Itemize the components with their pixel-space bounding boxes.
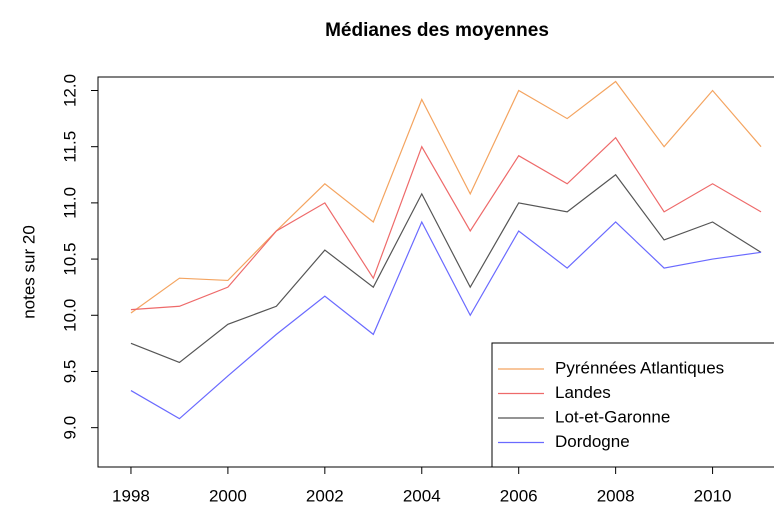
series-line	[130, 80, 762, 314]
x-tick-label: 2006	[500, 486, 538, 505]
plot-box	[97, 76, 774, 468]
x-tick-label: 2008	[597, 486, 635, 505]
y-tick-label: 10.0	[60, 299, 79, 332]
legend-label: Lot-et-Garonne	[555, 407, 670, 426]
y-tick-label: 9.0	[60, 416, 79, 440]
legend-box	[491, 342, 774, 468]
x-tick-label: 2004	[403, 486, 441, 505]
series-line	[130, 173, 762, 364]
y-tick-label: 12.0	[60, 74, 79, 107]
legend-label: Pyrénnées Atlantiques	[555, 358, 724, 377]
x-tick-label: 2010	[694, 486, 732, 505]
y-tick-label: 11.0	[60, 187, 79, 219]
x-tick-label: 1998	[112, 486, 150, 505]
x-tick-label: 2002	[306, 486, 344, 505]
legend-label: Landes	[555, 383, 611, 402]
y-tick-label: 9.5	[60, 360, 79, 384]
chart-title: Médianes des moyennes	[325, 20, 549, 41]
series-line	[130, 136, 762, 311]
series-line	[130, 220, 762, 420]
legend-label: Dordogne	[555, 432, 630, 451]
x-tick-label: 2000	[209, 486, 247, 505]
y-axis-label: notes sur 20	[19, 225, 38, 319]
y-tick-label: 10.5	[60, 243, 79, 276]
y-tick-label: 11.5	[60, 131, 79, 163]
